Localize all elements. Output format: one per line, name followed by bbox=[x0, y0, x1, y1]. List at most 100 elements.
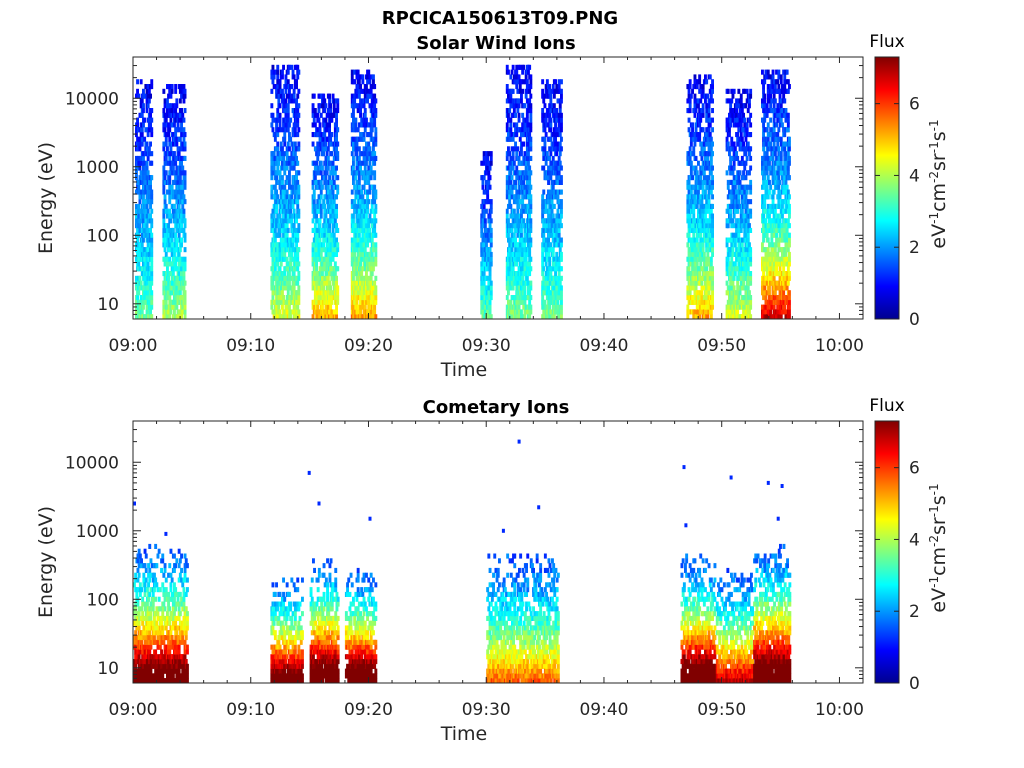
heatmap-cell bbox=[522, 218, 526, 224]
heatmap-cell bbox=[529, 295, 533, 301]
heatmap-cell bbox=[525, 189, 529, 195]
heatmap-cell bbox=[292, 227, 296, 233]
heatmap-cell bbox=[355, 141, 359, 147]
heatmap-cell bbox=[551, 155, 555, 161]
heatmap-cell bbox=[285, 175, 289, 181]
heatmap-cell bbox=[699, 98, 703, 104]
heatmap-cell bbox=[168, 127, 172, 133]
heatmap-cell bbox=[359, 151, 362, 157]
heatmap-cell bbox=[552, 146, 556, 152]
heatmap-cell bbox=[523, 261, 527, 267]
heatmap-cell bbox=[324, 165, 328, 171]
heatmap-cell bbox=[522, 208, 526, 214]
heatmap-cell bbox=[689, 189, 693, 195]
heatmap-cell bbox=[368, 151, 372, 157]
heatmap-cell bbox=[363, 208, 367, 214]
heatmap-cell bbox=[701, 242, 705, 248]
heatmap-cell bbox=[693, 227, 697, 233]
heatmap-cell bbox=[355, 88, 359, 94]
heatmap-cell bbox=[284, 227, 288, 233]
heatmap-cell bbox=[686, 218, 690, 224]
heatmap-cell bbox=[297, 261, 301, 267]
heatmap-cell bbox=[554, 88, 557, 94]
heatmap-cell bbox=[279, 208, 283, 214]
heatmap-cell bbox=[505, 194, 509, 200]
heatmap-cell bbox=[516, 146, 520, 152]
heatmap-cell bbox=[514, 127, 517, 133]
heatmap-cell bbox=[505, 98, 509, 104]
heatmap-cell bbox=[523, 184, 527, 190]
heatmap-cell bbox=[687, 251, 691, 257]
heatmap-cell bbox=[146, 93, 150, 99]
heatmap-cell bbox=[711, 194, 714, 200]
heatmap-cell bbox=[162, 280, 166, 286]
heatmap-cell bbox=[150, 304, 154, 310]
heatmap-cell bbox=[487, 218, 491, 224]
heatmap-cell bbox=[556, 179, 560, 185]
heatmap-cell bbox=[551, 251, 555, 257]
heatmap-cell bbox=[177, 194, 181, 200]
heatmap-cell bbox=[359, 295, 362, 301]
heatmap-cell bbox=[329, 141, 333, 147]
heatmap-cell bbox=[360, 251, 364, 257]
heatmap-cell bbox=[279, 199, 283, 205]
heatmap-cell bbox=[145, 223, 149, 229]
heatmap-cell bbox=[707, 103, 711, 109]
heatmap-cell bbox=[481, 237, 485, 243]
heatmap-cell bbox=[322, 103, 326, 109]
heatmap-cell bbox=[352, 213, 355, 219]
heatmap-cell bbox=[510, 314, 514, 320]
heatmap-cell bbox=[363, 247, 367, 253]
heatmap-cell bbox=[709, 146, 713, 152]
heatmap-cell bbox=[366, 309, 369, 315]
heatmap-cell bbox=[730, 295, 734, 301]
heatmap-cell bbox=[514, 314, 517, 320]
heatmap-cell bbox=[295, 112, 298, 118]
heatmap-cell bbox=[357, 93, 361, 99]
heatmap-cell bbox=[363, 93, 367, 99]
heatmap-cell bbox=[164, 223, 168, 229]
heatmap-cell bbox=[370, 98, 374, 104]
heatmap-cell bbox=[552, 285, 556, 291]
heatmap-cell bbox=[326, 155, 330, 161]
heatmap-cell bbox=[544, 117, 548, 123]
heatmap-cell bbox=[297, 227, 301, 233]
heatmap-cell bbox=[560, 175, 563, 181]
heatmap-cell bbox=[547, 227, 550, 233]
heatmap-cell bbox=[711, 237, 714, 243]
heatmap-cell bbox=[178, 290, 182, 296]
heatmap-cell bbox=[136, 122, 139, 128]
heatmap-cell bbox=[528, 251, 532, 257]
heatmap-cell bbox=[168, 151, 172, 157]
heatmap-cell bbox=[325, 151, 329, 157]
heatmap-cell bbox=[143, 136, 147, 142]
heatmap-cell bbox=[168, 314, 172, 320]
heatmap-cell bbox=[317, 247, 321, 253]
heatmap-cell bbox=[549, 127, 553, 133]
heatmap-cell bbox=[321, 165, 324, 171]
heatmap-cell bbox=[322, 117, 326, 123]
heatmap-cell bbox=[694, 122, 698, 128]
heatmap-cell bbox=[558, 151, 562, 157]
heatmap-cell bbox=[139, 189, 143, 195]
heatmap-cell bbox=[293, 132, 297, 138]
heatmap-cell bbox=[279, 261, 283, 267]
heatmap-cell bbox=[557, 223, 561, 229]
heatmap-cell bbox=[336, 151, 340, 157]
heatmap-cell bbox=[518, 136, 522, 142]
heatmap-cell bbox=[695, 242, 699, 248]
heatmap-cell bbox=[321, 275, 324, 281]
heatmap-cell bbox=[370, 251, 374, 257]
heatmap-cell bbox=[520, 208, 523, 214]
heatmap-cell bbox=[312, 117, 316, 123]
heatmap-cell bbox=[319, 189, 323, 195]
heatmap-cell bbox=[692, 184, 696, 190]
heatmap-cell bbox=[359, 261, 362, 267]
heatmap-cell bbox=[326, 261, 330, 267]
heatmap-cell bbox=[336, 108, 340, 114]
heatmap-cell bbox=[176, 189, 180, 195]
heatmap-cell bbox=[330, 179, 334, 185]
heatmap-cell bbox=[523, 194, 527, 200]
heatmap-cell bbox=[171, 160, 175, 166]
